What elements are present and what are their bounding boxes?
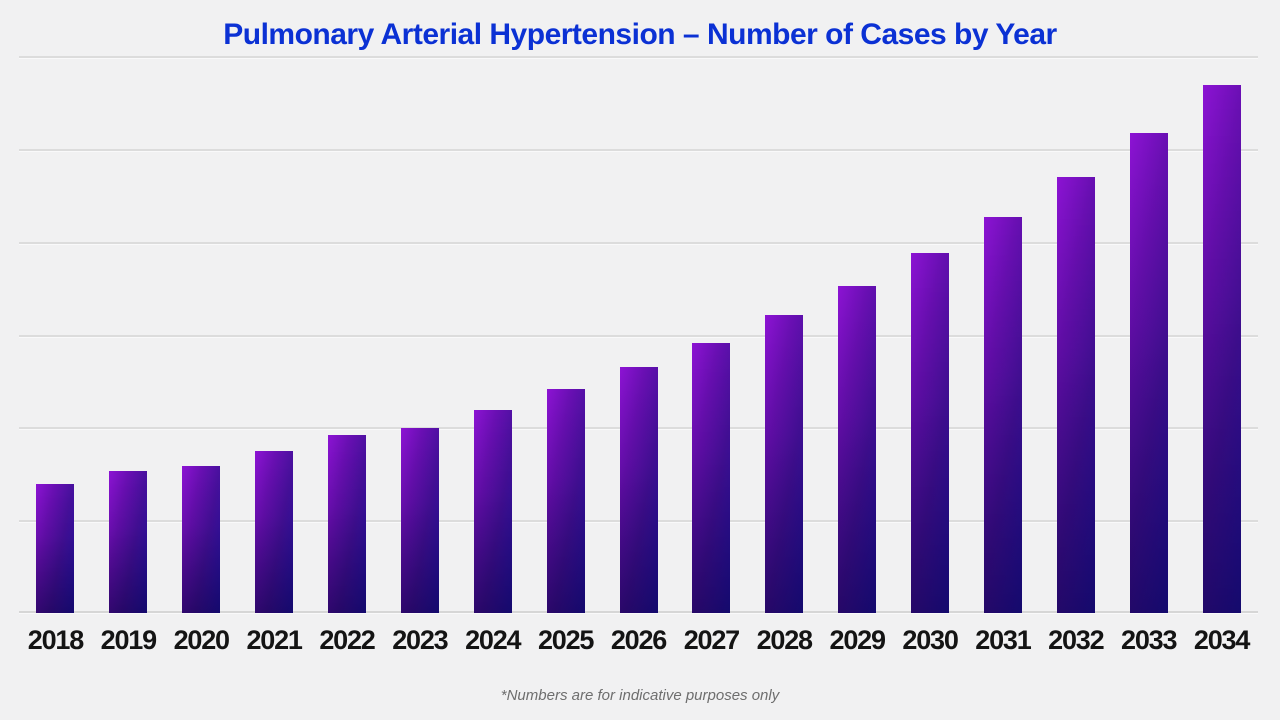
bar-2026 <box>619 367 658 613</box>
x-tick-label-2034: 2034 <box>1193 625 1250 655</box>
bar-2029 <box>838 286 877 613</box>
x-tick-label-2024: 2024 <box>465 625 521 655</box>
bar-2025 <box>546 389 585 613</box>
x-tick-label-2026: 2026 <box>610 625 667 655</box>
bar-2020 <box>182 466 221 613</box>
x-tick-label-2029: 2029 <box>829 625 886 655</box>
x-tick-label-2022: 2022 <box>319 625 375 655</box>
x-tick-label-2023: 2023 <box>392 625 448 655</box>
x-tick-label-2030: 2030 <box>902 625 958 655</box>
bar-2028 <box>765 315 804 613</box>
bar-2023 <box>400 428 439 613</box>
x-tick-label-2018: 2018 <box>27 625 84 655</box>
bar-2034 <box>1202 84 1241 613</box>
bar-2033 <box>1129 133 1168 613</box>
x-tick-label-2033: 2033 <box>1121 625 1177 655</box>
bar-2027 <box>692 342 731 613</box>
bar-2024 <box>473 409 512 613</box>
gridline <box>19 334 1258 337</box>
bar-2021 <box>255 451 294 613</box>
gridline <box>19 56 1258 58</box>
x-tick-label-2028: 2028 <box>756 625 813 655</box>
gridline <box>19 148 1258 151</box>
bar-2032 <box>1056 176 1095 613</box>
x-axis-labels: 2018 2019 2020 2021 2022 2023 2024 2025 2026 2027… <box>19 622 1258 658</box>
bar-2030 <box>911 252 950 613</box>
bar-2019 <box>109 470 148 613</box>
x-tick-label-2019: 2019 <box>100 625 157 655</box>
bar-2031 <box>983 216 1022 613</box>
footnote-disclaimer: *Numbers are for indicative purposes onl… <box>500 687 780 704</box>
bar-2018 <box>36 483 75 613</box>
gridline <box>19 241 1258 244</box>
x-tick-label-2021: 2021 <box>246 625 302 655</box>
x-tick-label-2025: 2025 <box>537 625 594 655</box>
x-tick-label-2031: 2031 <box>975 625 1031 655</box>
x-tick-label-2032: 2032 <box>1048 625 1104 655</box>
chart-title: Pulmonary Arterial Hypertension – Number… <box>223 18 1057 51</box>
plot-area <box>19 56 1258 613</box>
bar-2022 <box>327 434 366 613</box>
x-tick-label-2020: 2020 <box>173 625 230 655</box>
x-tick-label-2027: 2027 <box>683 625 740 655</box>
